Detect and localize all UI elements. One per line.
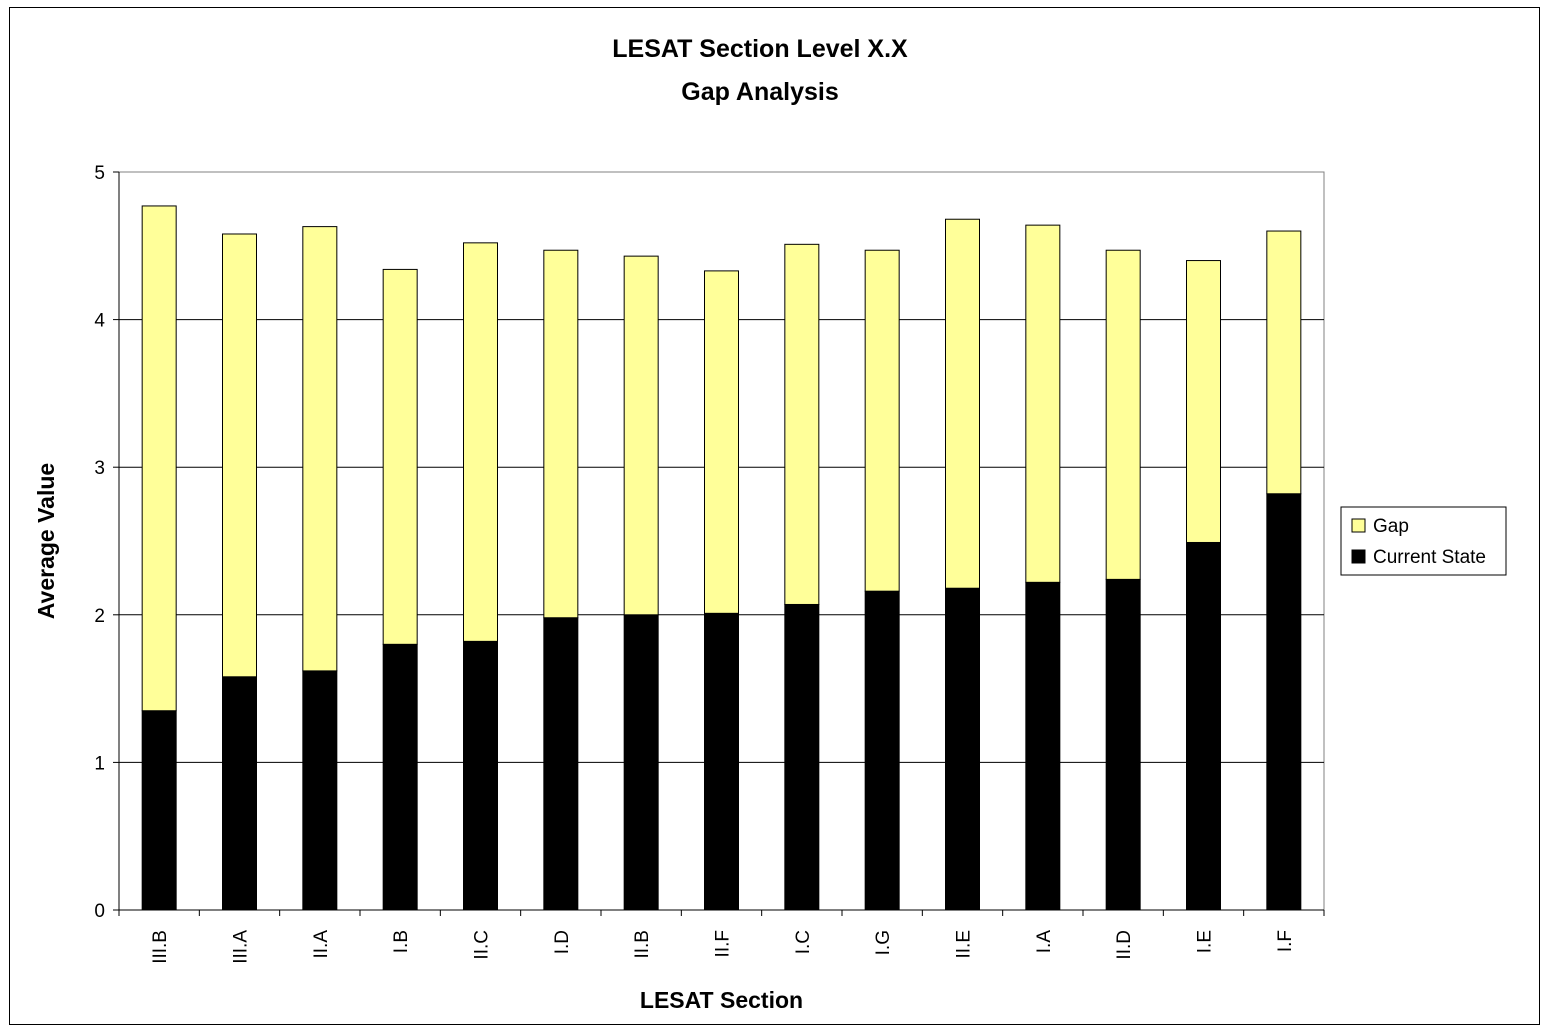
bar-gap <box>1025 224 1061 583</box>
bar-current-state <box>1266 493 1302 911</box>
y-tick-label: 5 <box>94 163 105 184</box>
bar-current-state <box>1186 541 1221 911</box>
y-tick-label: 2 <box>94 606 105 627</box>
chart-title-line-2: Gap Analysis <box>681 78 839 106</box>
x-category-label: II.C <box>472 930 493 960</box>
x-category-label: III.B <box>150 930 171 964</box>
bar-gap <box>704 270 739 614</box>
bar-gap <box>1266 230 1302 495</box>
bar-current-state <box>864 590 900 911</box>
x-category-label: III.A <box>231 930 252 964</box>
bar-current-state <box>1105 578 1141 911</box>
bar-current-state <box>141 710 177 911</box>
x-category-label: II.E <box>954 930 975 959</box>
legend-swatch <box>1351 518 1366 533</box>
bar-gap <box>864 249 900 592</box>
bar-gap <box>463 242 498 642</box>
bar-current-state <box>623 614 659 911</box>
bar-gap <box>1186 260 1221 543</box>
bar-current-state <box>222 676 257 911</box>
x-category-label: I.E <box>1195 930 1216 953</box>
bar-gap <box>784 243 820 605</box>
chart-title-line-1: LESAT Section Level X.X <box>612 35 908 63</box>
bar-gap <box>543 249 579 619</box>
bar-gap <box>623 255 659 616</box>
x-category-label: II.F <box>713 930 734 957</box>
x-axis-title: LESAT Section <box>640 987 803 1013</box>
legend-box <box>1340 506 1507 576</box>
bar-gap <box>1105 249 1141 580</box>
chart-frame: LESAT Section Level X.X Gap Analysis 0 1 2… <box>9 7 1540 1025</box>
x-category-label: II.A <box>311 930 332 959</box>
x-category-label: I.B <box>391 930 412 953</box>
y-tick-label: 0 <box>94 901 105 922</box>
bar-current-state <box>784 603 820 911</box>
x-category-label: I.D <box>552 930 573 954</box>
y-axis-title: Average Value <box>33 463 59 619</box>
bar-gap <box>945 218 980 589</box>
bar-current-state <box>1025 581 1061 911</box>
bar-current-state <box>543 617 579 911</box>
x-category-label: I.C <box>793 930 814 954</box>
bar-current-state <box>382 643 418 911</box>
chart-canvas: 0 1 2 3 4 5 III.B III.A II.A I.B II.C I.D II.B II.F I.… <box>33 163 1507 1013</box>
x-category-label: II.B <box>632 930 653 959</box>
legend-label: Gap <box>1373 516 1409 537</box>
y-tick-label: 1 <box>94 753 105 774</box>
bar-gap <box>141 205 177 712</box>
x-category-label: I.A <box>1034 930 1055 954</box>
y-tick-label: 4 <box>94 311 105 332</box>
bar-current-state <box>704 612 739 911</box>
x-category-label: I.F <box>1275 930 1296 952</box>
x-category-label: II.D <box>1114 930 1135 960</box>
bar-gap <box>382 268 418 645</box>
bar-current-state <box>302 670 338 911</box>
x-category-label: I.G <box>873 930 894 955</box>
legend-swatch <box>1351 549 1366 564</box>
bar-gap <box>302 226 338 672</box>
legend-label: Current State <box>1373 547 1486 568</box>
bar-current-state <box>463 640 498 911</box>
bar-current-state <box>945 587 980 911</box>
y-tick-label: 3 <box>94 458 105 479</box>
bar-gap <box>222 233 257 678</box>
